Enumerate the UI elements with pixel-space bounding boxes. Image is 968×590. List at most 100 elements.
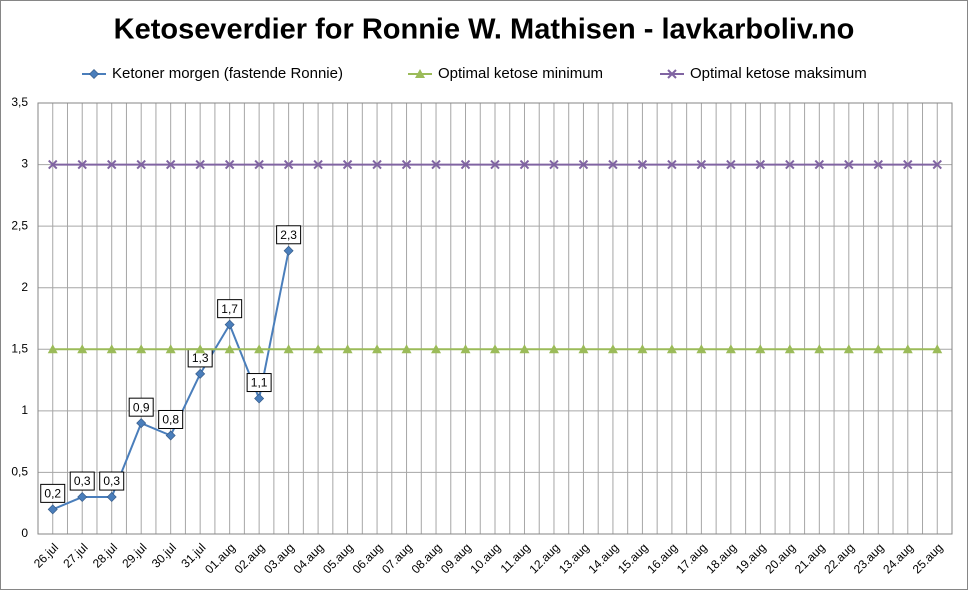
marker — [666, 344, 677, 354]
marker — [313, 159, 323, 170]
marker — [667, 159, 677, 170]
marker — [696, 159, 707, 170]
marker — [283, 245, 294, 256]
marker — [932, 159, 942, 170]
marker — [755, 344, 766, 354]
value-label-box — [99, 471, 125, 491]
value-label-box — [69, 471, 95, 491]
marker — [784, 344, 795, 354]
y-tick-label: 3 — [21, 157, 28, 171]
marker — [47, 504, 58, 515]
value-label: 1,3 — [192, 351, 209, 365]
marker — [460, 159, 471, 170]
marker — [431, 344, 442, 354]
marker — [313, 344, 324, 354]
y-tick-label: 0,5 — [11, 465, 28, 479]
marker — [165, 430, 176, 441]
value-label-box — [158, 409, 184, 429]
marker — [608, 159, 618, 170]
y-tick-label: 1,5 — [11, 341, 28, 355]
marker — [431, 159, 441, 170]
marker — [814, 344, 825, 354]
y-tick-label: 2,5 — [11, 218, 28, 232]
value-label: 0,2 — [44, 487, 61, 501]
marker — [136, 418, 147, 429]
marker — [165, 159, 176, 170]
value-label: 0,8 — [162, 413, 179, 427]
marker — [637, 344, 648, 354]
legend-label: Ketoner morgen (fastende Ronnie) — [112, 65, 343, 82]
marker — [637, 159, 648, 170]
marker — [755, 159, 766, 170]
marker — [548, 344, 559, 354]
marker — [77, 159, 87, 170]
marker — [725, 344, 736, 354]
marker — [224, 319, 235, 330]
marker — [873, 159, 883, 170]
y-tick-label: 0 — [21, 526, 28, 540]
value-label: 0,3 — [74, 474, 91, 488]
marker — [77, 344, 88, 354]
marker — [607, 344, 618, 354]
marker — [726, 159, 736, 170]
marker — [490, 159, 500, 170]
marker — [844, 159, 854, 170]
marker — [254, 159, 264, 170]
marker — [224, 344, 235, 354]
marker — [107, 159, 117, 170]
value-label: 1,7 — [221, 302, 238, 316]
marker — [372, 344, 383, 354]
legend-label: Optimal ketose maksimum — [690, 65, 867, 82]
value-label-box — [128, 397, 154, 417]
y-tick-label: 3,5 — [11, 95, 28, 109]
marker — [843, 344, 854, 354]
marker — [490, 344, 500, 354]
chart-title: Ketoseverdier for Ronnie W. Mathisen - l… — [114, 14, 855, 46]
value-label-box — [276, 225, 302, 245]
marker — [460, 344, 471, 354]
marker — [785, 159, 795, 170]
marker — [342, 344, 353, 354]
marker — [283, 159, 294, 170]
marker — [372, 159, 382, 170]
marker — [401, 159, 412, 170]
marker — [48, 159, 58, 170]
marker — [283, 344, 294, 354]
value-label-box — [246, 373, 272, 393]
marker — [873, 344, 884, 354]
marker — [932, 344, 943, 354]
marker — [47, 344, 58, 354]
value-label: 2,3 — [280, 228, 297, 242]
legend-marker — [415, 69, 425, 78]
marker — [549, 159, 559, 170]
marker — [903, 159, 913, 170]
marker — [814, 159, 825, 170]
value-label: 0,9 — [133, 400, 150, 414]
marker — [224, 159, 235, 170]
value-label: 1,1 — [251, 376, 268, 390]
legend-marker — [667, 69, 677, 79]
y-tick-label: 1 — [21, 403, 28, 417]
marker — [902, 344, 913, 354]
plot-border — [37, 102, 953, 535]
marker — [106, 344, 117, 354]
marker — [195, 344, 206, 354]
marker — [136, 159, 146, 170]
marker — [519, 344, 530, 354]
marker — [578, 344, 589, 354]
marker — [136, 344, 147, 354]
marker — [342, 159, 353, 170]
marker — [254, 344, 265, 354]
y-tick-label: 2 — [21, 280, 28, 294]
marker — [401, 344, 412, 354]
marker — [195, 368, 206, 379]
marker — [165, 344, 176, 354]
marker — [578, 159, 589, 170]
marker — [77, 492, 88, 503]
marker — [106, 492, 117, 503]
value-label: 0,3 — [103, 474, 120, 488]
marker — [519, 159, 530, 170]
marker — [696, 344, 707, 354]
marker — [195, 159, 205, 170]
